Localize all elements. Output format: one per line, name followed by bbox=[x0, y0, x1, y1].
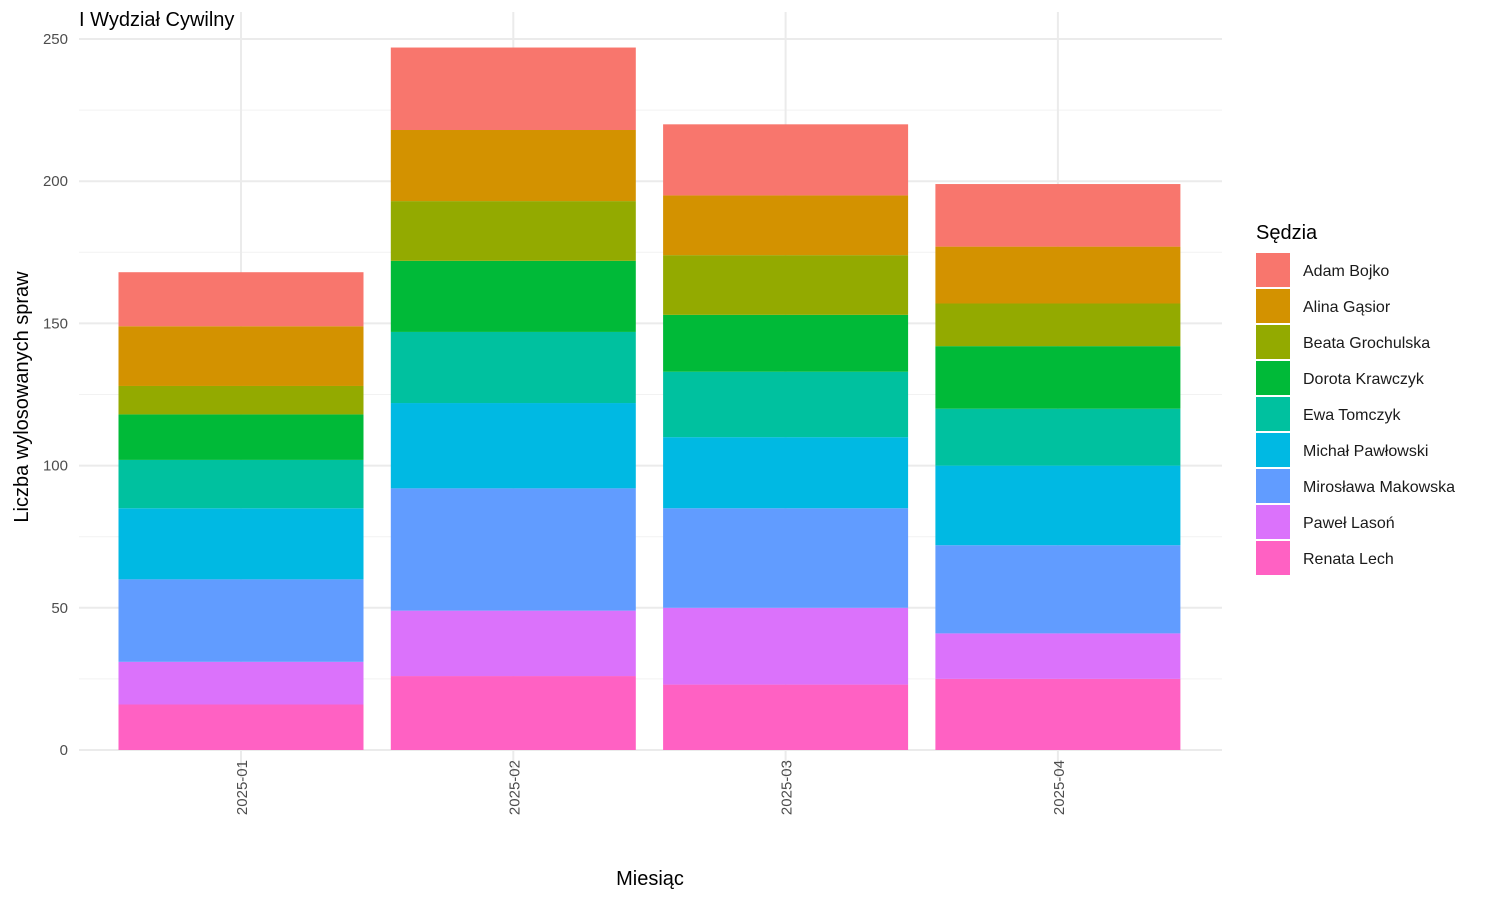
bar-segment bbox=[663, 255, 909, 315]
bar-segment bbox=[663, 124, 909, 196]
y-tick-label: 150 bbox=[43, 315, 68, 332]
x-axis-title: Miesiąc bbox=[616, 868, 684, 890]
legend-swatch bbox=[1256, 253, 1290, 287]
legend-label: Alina Gąsior bbox=[1303, 299, 1391, 316]
legend-swatch bbox=[1256, 433, 1290, 467]
legend-label: Mirosława Makowska bbox=[1303, 479, 1455, 496]
bar-segment bbox=[390, 130, 636, 202]
bar-segment bbox=[118, 508, 364, 580]
legend-item: Dorota Krawczyk bbox=[1256, 361, 1425, 395]
bar-segment bbox=[118, 385, 364, 415]
x-tick-label: 2025-01 bbox=[234, 760, 251, 815]
bar-segment bbox=[390, 676, 636, 750]
bar-segment bbox=[935, 184, 1181, 247]
bar-segment bbox=[935, 545, 1181, 634]
bar-segment bbox=[118, 704, 364, 750]
y-tick-label: 250 bbox=[43, 31, 68, 48]
bar-segment bbox=[663, 684, 909, 750]
legend-item: Renata Lech bbox=[1256, 541, 1394, 575]
bar-segment bbox=[935, 246, 1181, 304]
legend-item: Beata Grochulska bbox=[1256, 325, 1430, 359]
bar-segment bbox=[118, 272, 364, 327]
legend-item: Paweł Lasoń bbox=[1256, 505, 1395, 539]
x-tick-label: 2025-03 bbox=[779, 760, 796, 815]
y-tick-label: 200 bbox=[43, 173, 68, 190]
chart-title: I Wydział Cywilny bbox=[79, 9, 234, 31]
legend-label: Adam Bojko bbox=[1303, 263, 1389, 280]
legend-swatch bbox=[1256, 397, 1290, 431]
legend-label: Renata Lech bbox=[1303, 551, 1394, 568]
bar-segment bbox=[118, 661, 364, 705]
bar-segment bbox=[935, 465, 1181, 546]
bar-segment bbox=[118, 579, 364, 662]
bar-segment bbox=[390, 403, 636, 489]
legend-swatch bbox=[1256, 361, 1290, 395]
bar-segment bbox=[663, 437, 909, 509]
bar-segment bbox=[663, 607, 909, 685]
legend-item: Michał Pawłowski bbox=[1256, 433, 1428, 467]
bar-segment bbox=[935, 633, 1181, 679]
bar-segment bbox=[390, 610, 636, 677]
bar-segment bbox=[935, 303, 1181, 347]
y-axis: 0 50 100 150 200 250 bbox=[43, 31, 68, 759]
legend-label: Dorota Krawczyk bbox=[1303, 371, 1425, 388]
bar-segment bbox=[390, 260, 636, 332]
legend-swatch bbox=[1256, 325, 1290, 359]
legend-label: Beata Grochulska bbox=[1303, 335, 1430, 352]
bar-segment bbox=[935, 346, 1181, 409]
legend-swatch bbox=[1256, 289, 1290, 323]
y-axis-title: Liczba wylosowanych spraw bbox=[11, 271, 33, 523]
bar-segment bbox=[663, 371, 909, 438]
bar-segment bbox=[390, 201, 636, 261]
legend-item: Alina Gąsior bbox=[1256, 289, 1391, 323]
legend-swatch bbox=[1256, 505, 1290, 539]
y-tick-label: 50 bbox=[51, 600, 68, 617]
bar-segment bbox=[390, 331, 636, 404]
y-tick-label: 100 bbox=[43, 458, 68, 475]
legend-title: Sędzia bbox=[1256, 222, 1318, 244]
bar-segment bbox=[118, 326, 364, 386]
y-tick-label: 0 bbox=[60, 742, 68, 759]
bar-segment bbox=[118, 459, 364, 509]
legend-item: Mirosława Makowska bbox=[1256, 469, 1455, 503]
bar-segment bbox=[390, 47, 636, 131]
bar-segment bbox=[663, 508, 909, 608]
legend-swatch bbox=[1256, 469, 1290, 503]
bar-segment bbox=[935, 408, 1181, 466]
legend-item: Ewa Tomczyk bbox=[1256, 397, 1402, 431]
x-tick-label: 2025-02 bbox=[506, 760, 523, 815]
bar-segment bbox=[663, 314, 909, 372]
bar-segment bbox=[118, 414, 364, 460]
bar-segments bbox=[118, 47, 1181, 750]
x-axis: 2025-01 2025-02 2025-03 2025-04 bbox=[234, 760, 1068, 815]
legend-swatch bbox=[1256, 541, 1290, 575]
legend-label: Ewa Tomczyk bbox=[1303, 407, 1402, 424]
legend-item: Adam Bojko bbox=[1256, 253, 1389, 287]
legend: Sędzia Adam Bojko Alina Gąsior Beata Groch… bbox=[1256, 222, 1455, 575]
bar-segment bbox=[390, 488, 636, 611]
legend-label: Michał Pawłowski bbox=[1303, 443, 1428, 460]
x-tick-label: 2025-04 bbox=[1051, 760, 1068, 815]
bar-segment bbox=[663, 195, 909, 256]
legend-label: Paweł Lasoń bbox=[1303, 515, 1395, 532]
bar-segment bbox=[935, 678, 1181, 750]
